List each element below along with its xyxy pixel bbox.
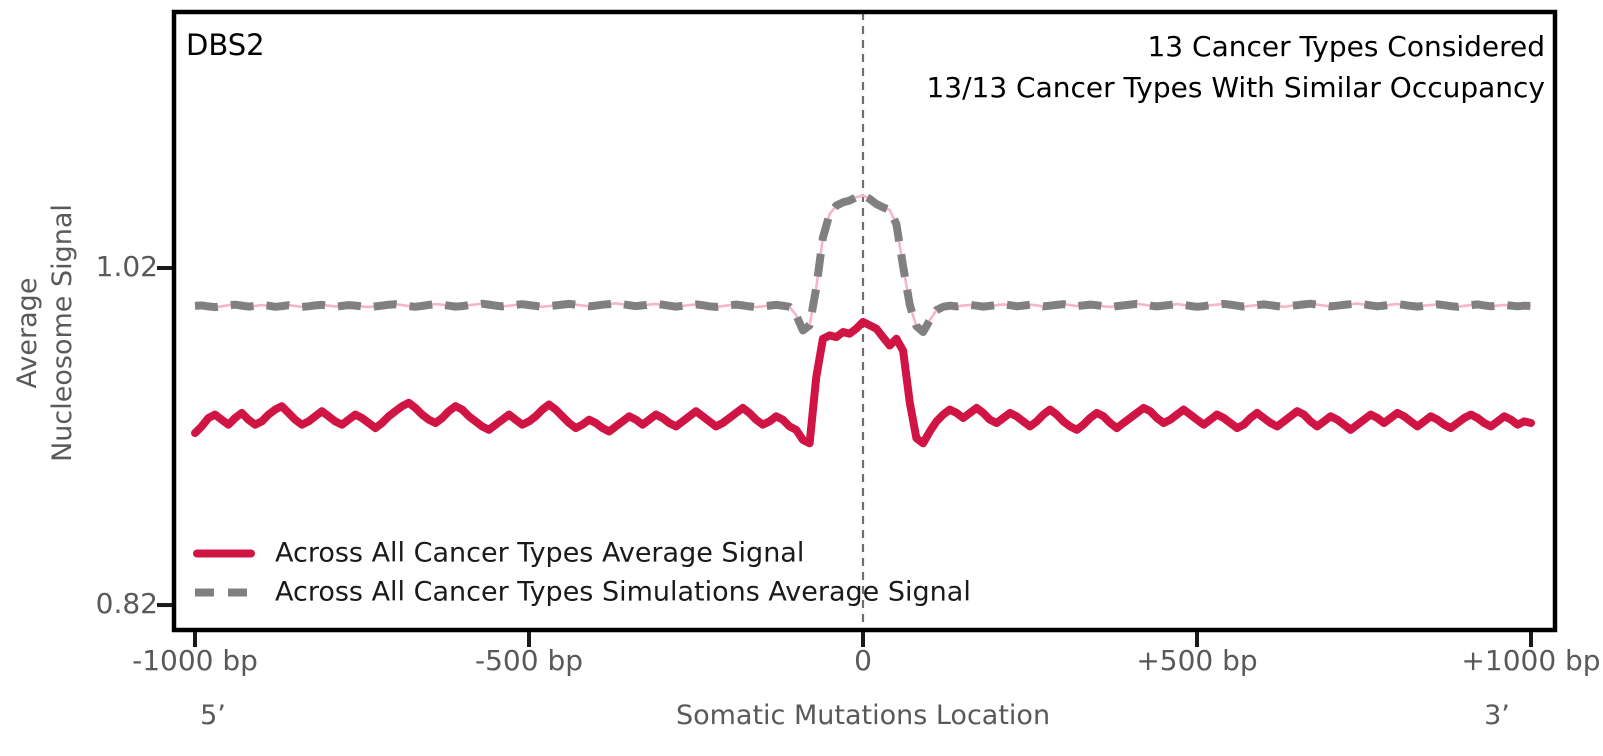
annotation-line-1: 13 Cancer Types Considered <box>1147 30 1545 63</box>
y-axis-label: Average Nucleosome Signal <box>10 204 80 462</box>
x-tick-label: 0 <box>854 644 872 677</box>
legend-label-real-signal: Across All Cancer Types Average Signal <box>275 537 805 569</box>
legend-swatch-dashed-line <box>195 588 253 596</box>
y-axis-label-line-2: Nucleosome Signal <box>47 204 78 462</box>
x-tick-label: +500 bp <box>1136 644 1258 677</box>
three-prime-label: 3’ <box>1484 700 1510 731</box>
signature-title: DBS2 <box>186 28 265 62</box>
y-tick-label: 0.82 <box>95 587 158 621</box>
y-axis-label-line-1: Average <box>12 277 43 389</box>
annotation-line-2: 13/13 Cancer Types With Similar Occupanc… <box>926 71 1545 104</box>
x-axis-label: Somatic Mutations Location <box>675 700 1051 731</box>
legend-swatch-solid-line <box>193 549 255 557</box>
legend-item-real-signal: Across All Cancer Types Average Signal <box>193 538 804 569</box>
x-tick-label: +1000 bp <box>1461 644 1601 677</box>
plot-border <box>171 9 1558 633</box>
x-tick-label: -500 bp <box>475 644 583 677</box>
legend-item-simulations-signal: Across All Cancer Types Simulations Aver… <box>193 577 971 608</box>
x-tick-label: -1000 bp <box>132 644 258 677</box>
real-signal-line <box>191 317 1535 448</box>
cancer-types-annotation: 13 Cancer Types Considered 13/13 Cancer … <box>926 26 1545 108</box>
legend-label-simulations-signal: Across All Cancer Types Simulations Aver… <box>275 576 971 608</box>
five-prime-label: 5’ <box>200 700 226 731</box>
y-tick-label: 1.02 <box>95 250 158 284</box>
simulations-signal-line <box>194 191 1532 336</box>
